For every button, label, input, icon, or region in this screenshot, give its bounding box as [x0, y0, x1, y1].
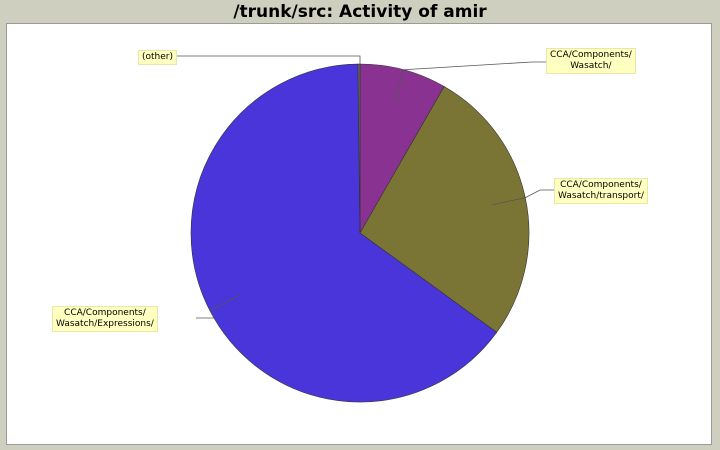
slice-label-wasatch: CCA/Components/ Wasatch/ [546, 48, 636, 74]
leader-line-0 [394, 61, 546, 103]
slice-label-expressions: CCA/Components/ Wasatch/Expressions/ [52, 306, 158, 332]
leader-line-2 [196, 294, 241, 319]
slice-label-transport: CCA/Components/ Wasatch/transport/ [554, 178, 648, 204]
leader-line-3 [176, 55, 361, 64]
slice-label-other: (other) [138, 50, 177, 65]
chart-title: /trunk/src: Activity of amir [233, 2, 487, 22]
leader-line-1 [492, 189, 554, 206]
